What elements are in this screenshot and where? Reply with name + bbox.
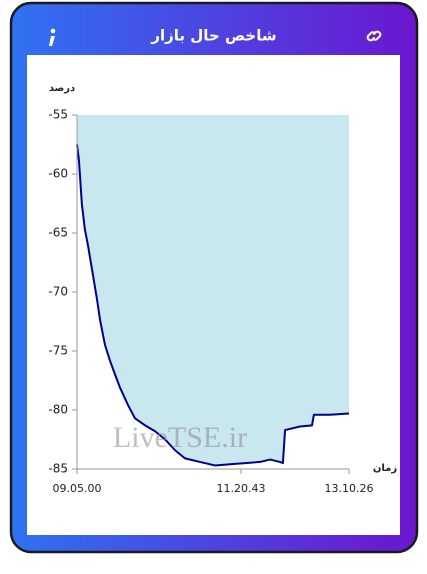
y-tick-label: -60 — [48, 167, 68, 181]
y-tick-label: -75 — [48, 344, 68, 358]
y-tick-label: -85 — [48, 462, 68, 476]
x-axis-label: زمان — [373, 463, 397, 474]
info-icon[interactable] — [49, 28, 56, 46]
watermark: LiveTSE.ir — [113, 421, 247, 454]
y-axis-label: درصد — [49, 83, 75, 94]
x-tick-label: 11.20.43 — [217, 482, 266, 495]
y-tick-label: -70 — [48, 285, 68, 299]
area — [77, 115, 349, 466]
y-tick-label: -80 — [48, 403, 68, 417]
y-tick-label: -65 — [48, 226, 68, 240]
link-icon[interactable] — [366, 30, 382, 42]
y-tick-label: -55 — [48, 108, 68, 122]
line — [76, 144, 350, 467]
x-tick-label: 09.05.00 — [53, 482, 102, 495]
header-title: شاخص حال بازار — [150, 27, 276, 45]
x-tick-label: 13.10.26 — [325, 482, 374, 495]
